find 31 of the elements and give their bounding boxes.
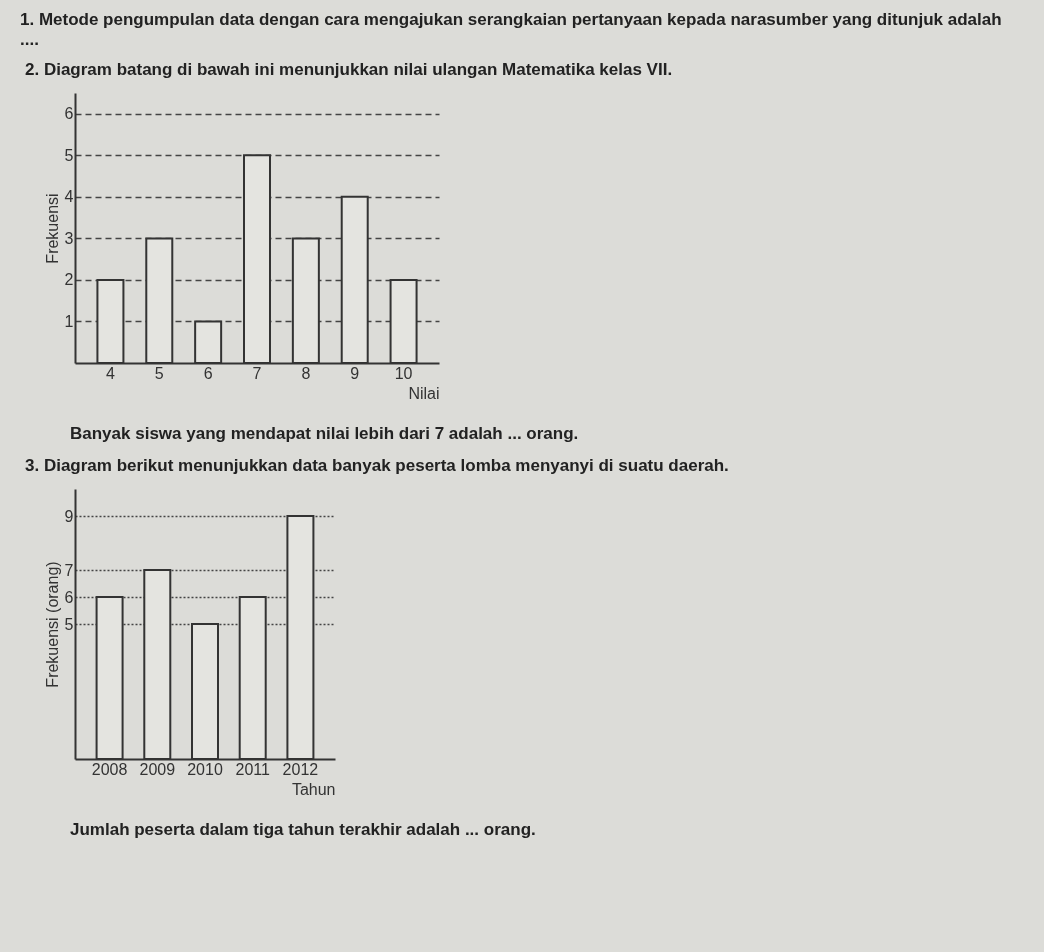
- y-tick-label: 9: [64, 507, 74, 525]
- y-tick-label: 6: [64, 105, 74, 123]
- x-tick-label: 9: [350, 364, 360, 382]
- y-tick-label: 4: [64, 188, 74, 206]
- y-tick-label: 5: [64, 615, 74, 633]
- y-tick-label: 2: [64, 271, 74, 289]
- y-tick-label: 5: [64, 146, 74, 164]
- y-axis-title: Frekuensi (orang): [43, 561, 61, 688]
- y-axis-title: Frekuensi: [43, 193, 61, 264]
- text: 1. Metode pengumpulan data dengan cara mengajukan serangkaian pertanyaan kepada narasumber yang ditunjuk adalah ....: [20, 10, 1003, 50]
- x-tick-label: 10: [394, 364, 413, 382]
- chart-title: 2. Diagram batang di bawah ini menunjukkan nilai ulangan Matematika kelas VII.: [25, 60, 673, 79]
- x-tick-label: 4: [105, 364, 115, 382]
- x-tick-label: 2009: [139, 760, 176, 778]
- y-tick-label: 6: [64, 588, 74, 606]
- x-axis-title: Nilai: [408, 384, 440, 402]
- x-tick-label: 5: [154, 364, 164, 382]
- y-tick-label: 3: [64, 229, 74, 247]
- x-tick-label: 7: [252, 364, 262, 382]
- text: Banyak siswa yang mendapat nilai lebih dari 7 adalah ... orang.: [70, 424, 580, 444]
- x-tick-label: 2012: [282, 760, 319, 778]
- x-tick-label: 2011: [235, 760, 271, 778]
- text: 3. Diagram berikut menunjukkan data banyak peserta lomba menyanyi di suatu daerah.: [25, 456, 729, 475]
- text: Jumlah peserta dalam tiga tahun terakhir adalah ... orang.: [70, 820, 537, 840]
- y-tick-label: 7: [64, 561, 74, 579]
- x-tick-label: 8: [301, 364, 311, 382]
- x-axis-title: Tahun: [291, 780, 336, 798]
- y-tick-label: 1: [64, 312, 74, 330]
- x-tick-label: 6: [203, 364, 213, 382]
- x-tick-label: 2010: [187, 760, 223, 778]
- x-tick-label: 2008: [91, 760, 128, 778]
